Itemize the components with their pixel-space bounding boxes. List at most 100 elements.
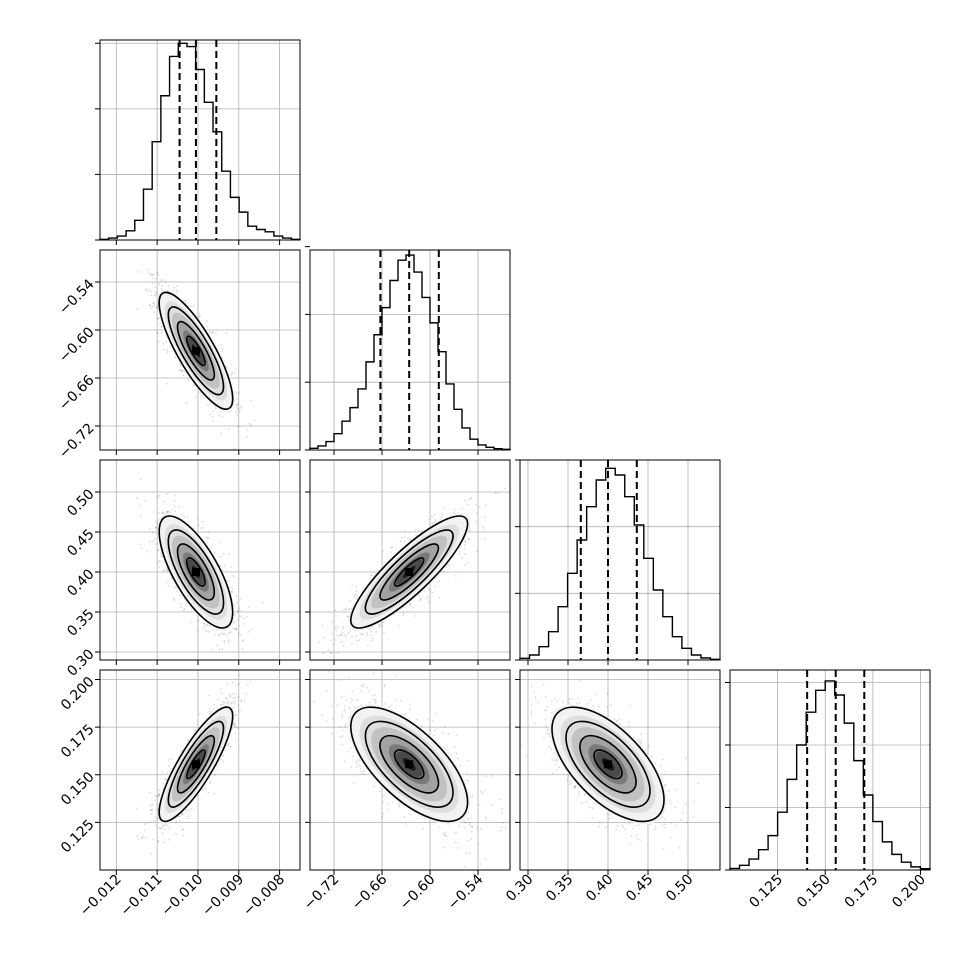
scatter-point — [461, 507, 463, 510]
scatter-point — [419, 597, 422, 600]
scatter-point — [226, 701, 229, 704]
scatter-point — [154, 286, 156, 289]
scatter-point — [159, 322, 161, 325]
scatter-point — [213, 703, 216, 706]
scatter-point — [137, 838, 140, 840]
scatter-point — [234, 613, 236, 616]
scatter-point — [368, 577, 371, 580]
scatter-point — [236, 619, 239, 622]
contour-line-2 — [364, 529, 454, 615]
pair-inner-3-0 — [135, 670, 252, 855]
scatter-point — [165, 581, 168, 584]
scatter-point — [214, 634, 217, 636]
scatter-point — [207, 404, 209, 407]
scatter-point — [145, 550, 148, 553]
scatter-point — [175, 585, 177, 588]
scatter-point — [222, 633, 225, 636]
scatter-point — [162, 569, 165, 571]
scatter-point — [219, 541, 222, 543]
scatter-point — [218, 414, 221, 417]
scatter-point — [166, 493, 169, 495]
scatter-point — [463, 553, 466, 555]
scatter-point — [206, 542, 209, 544]
scatter-point — [240, 700, 243, 703]
histogram-step-0 — [99, 42, 301, 241]
scatter-point — [203, 625, 206, 627]
contour-line-0 — [185, 335, 206, 367]
scatter-point — [370, 640, 373, 642]
scatter-point — [139, 543, 142, 546]
scatter-point — [458, 553, 461, 556]
scatter-point — [174, 356, 177, 358]
scatter-point — [464, 540, 466, 543]
scatter-point — [370, 574, 373, 577]
scatter-point — [235, 406, 238, 409]
scatter-point — [172, 586, 175, 589]
scatter-point — [153, 511, 156, 513]
scatter-point — [246, 435, 249, 438]
scatter-point — [190, 620, 193, 623]
scatter-point — [160, 324, 163, 327]
scatter-point — [165, 340, 167, 343]
scatter-point — [435, 577, 437, 580]
scatter-point — [403, 606, 406, 609]
scatter-point — [182, 609, 185, 612]
scatter-point — [151, 274, 154, 277]
scatter-point — [184, 299, 187, 302]
scatter-point — [240, 407, 242, 409]
scatter-point — [468, 498, 470, 501]
scatter-point — [211, 649, 213, 651]
scatter-point — [157, 549, 160, 552]
scatter-point — [484, 515, 487, 518]
scatter-point — [445, 566, 448, 569]
scatter-point — [218, 648, 221, 651]
scatter-point — [233, 722, 236, 725]
scatter-point — [176, 284, 178, 287]
scatter-point — [484, 538, 487, 540]
scatter-point — [231, 590, 234, 593]
scatter-point — [322, 652, 325, 655]
scatter-point — [469, 528, 471, 531]
scatter-point — [311, 665, 313, 667]
scatter-point — [161, 555, 163, 558]
scatter-point — [165, 778, 168, 781]
scatter-point — [219, 411, 222, 413]
scatter-point — [221, 350, 223, 353]
scatter-point — [439, 517, 442, 520]
scatter-point — [231, 588, 234, 590]
scatter-point — [497, 492, 500, 495]
scatter-point — [409, 603, 412, 605]
scatter-point — [431, 521, 434, 524]
scatter-point — [221, 357, 224, 359]
scatter-point — [250, 399, 253, 402]
scatter-point — [156, 549, 159, 551]
scatter-point — [155, 277, 157, 280]
scatter-point — [261, 601, 264, 604]
scatter-point — [353, 596, 356, 599]
scatter-point — [347, 633, 350, 635]
contour-line-3 — [158, 291, 234, 410]
pair-inner-1-0 — [136, 269, 256, 450]
scatter-point — [403, 536, 406, 538]
scatter-point — [166, 351, 169, 353]
scatter-point — [199, 392, 201, 394]
scatter-point — [231, 692, 234, 695]
scatter-point — [236, 601, 238, 604]
scatter-point — [186, 516, 189, 518]
scatter-point — [226, 634, 229, 637]
scatter-point — [404, 530, 406, 533]
contour-line-2 — [167, 529, 225, 615]
scatter-point — [182, 374, 185, 377]
scatter-point — [370, 630, 372, 633]
scatter-point — [401, 536, 404, 539]
scatter-point — [237, 632, 240, 635]
scatter-point — [438, 596, 440, 599]
scatter-point — [183, 371, 186, 373]
contour-line-0 — [185, 557, 206, 587]
scatter-point — [355, 585, 357, 588]
scatter-point — [160, 555, 163, 558]
scatter-point — [235, 628, 238, 631]
scatter-point — [149, 304, 152, 307]
scatter-point — [337, 626, 339, 629]
scatter-point — [183, 607, 186, 610]
